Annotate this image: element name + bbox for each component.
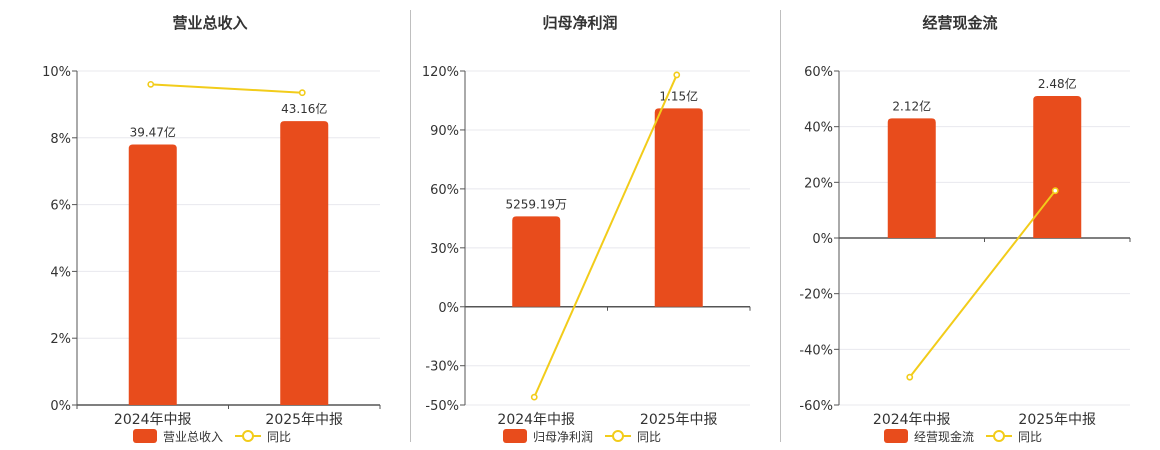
y-tick-label: 0% bbox=[50, 399, 71, 414]
yoy-point[interactable] bbox=[1051, 187, 1059, 195]
y-tick-label: 6% bbox=[50, 199, 71, 214]
chart-title: 经营现金流 bbox=[922, 14, 997, 32]
legend-line-label: 同比 bbox=[267, 430, 291, 444]
panel-divider bbox=[410, 10, 411, 442]
bar[interactable] bbox=[887, 118, 936, 238]
chart-title: 营业总收入 bbox=[172, 14, 247, 32]
bar[interactable] bbox=[512, 216, 561, 307]
y-tick-label: 4% bbox=[50, 265, 71, 280]
legend-line-marker bbox=[242, 430, 254, 442]
bar-value-label: 2.12亿 bbox=[892, 98, 931, 113]
y-tick-label: 0% bbox=[812, 232, 833, 247]
yoy-point[interactable] bbox=[906, 373, 914, 381]
y-tick-label: -30% bbox=[425, 360, 459, 375]
legend-line-label: 同比 bbox=[637, 430, 661, 444]
chart-title: 归母净利润 bbox=[542, 14, 617, 32]
yoy-point[interactable] bbox=[298, 89, 306, 97]
y-tick-label: 40% bbox=[804, 121, 833, 136]
yoy-line bbox=[533, 74, 678, 398]
panel-divider bbox=[780, 10, 781, 442]
y-tick-label: 20% bbox=[804, 176, 833, 191]
bar[interactable] bbox=[1033, 96, 1082, 238]
legend-line-marker bbox=[612, 430, 624, 442]
bar-value-label: 39.47亿 bbox=[130, 124, 176, 139]
y-tick-label: 8% bbox=[50, 132, 71, 147]
bar[interactable] bbox=[280, 121, 329, 405]
y-tick-label: 0% bbox=[438, 301, 459, 316]
category-label: 2024年中报 bbox=[114, 412, 192, 428]
y-tick-label: 10% bbox=[42, 65, 71, 80]
legend-bar-label: 归母净利润 bbox=[533, 430, 593, 444]
legend-bar-label: 营业总收入 bbox=[163, 430, 223, 444]
category-label: 2025年中报 bbox=[1018, 412, 1096, 428]
y-tick-label: 120% bbox=[422, 65, 459, 80]
legend-bar-swatch bbox=[884, 429, 908, 443]
legend-line-label: 同比 bbox=[1018, 430, 1042, 444]
y-tick-label: -50% bbox=[425, 399, 459, 414]
yoy-line bbox=[150, 83, 303, 94]
bar-value-label: 5259.19万 bbox=[505, 197, 567, 211]
legend-bar-label: 经营现金流 bbox=[914, 429, 974, 444]
y-tick-label: -60% bbox=[799, 399, 833, 414]
bar[interactable] bbox=[654, 108, 703, 307]
category-label: 2024年中报 bbox=[873, 412, 951, 428]
legend-line-marker bbox=[993, 430, 1005, 442]
bar-value-label: 43.16亿 bbox=[281, 101, 327, 116]
y-tick-label: 2% bbox=[50, 332, 71, 347]
y-tick-label: 60% bbox=[804, 65, 833, 80]
y-tick-label: 90% bbox=[430, 124, 459, 139]
yoy-line bbox=[908, 190, 1057, 378]
y-tick-label: -40% bbox=[799, 343, 833, 358]
yoy-point[interactable] bbox=[147, 80, 155, 88]
y-tick-label: 30% bbox=[430, 242, 459, 257]
yoy-point[interactable] bbox=[673, 71, 681, 79]
legend-bar-swatch bbox=[133, 429, 157, 443]
y-tick-label: -20% bbox=[799, 288, 833, 303]
category-label: 2025年中报 bbox=[265, 412, 343, 428]
y-tick-label: 60% bbox=[430, 183, 459, 198]
bar[interactable] bbox=[128, 144, 177, 406]
yoy-point[interactable] bbox=[530, 393, 538, 401]
category-label: 2025年中报 bbox=[640, 412, 718, 428]
category-label: 2024年中报 bbox=[497, 412, 575, 428]
bar-value-label: 2.48亿 bbox=[1038, 76, 1077, 91]
legend-bar-swatch bbox=[503, 429, 527, 443]
